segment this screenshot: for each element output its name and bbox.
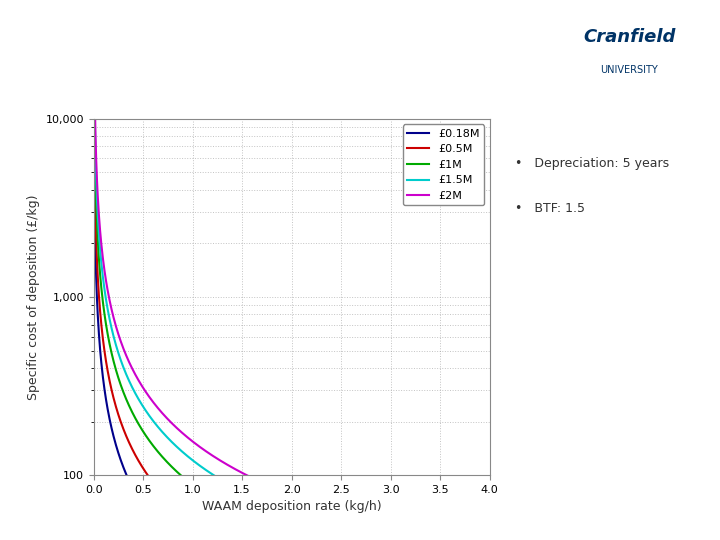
£1M <box>90 125 99 132</box>
£2M <box>90 82 99 88</box>
Text: UNIVERSITY: UNIVERSITY <box>600 65 658 75</box>
£2M <box>398 526 407 533</box>
Line: £1M: £1M <box>94 129 490 540</box>
£2M <box>264 482 273 489</box>
£1.5M <box>264 501 273 508</box>
Line: £0.18M: £0.18M <box>94 204 490 540</box>
£2M <box>250 476 258 482</box>
£2M <box>130 370 139 377</box>
£2M <box>405 528 414 535</box>
Legend: £0.18M, £0.5M, £1M, £1.5M, £2M: £0.18M, £0.5M, £1M, £1.5M, £2M <box>402 124 484 205</box>
Line: £2M: £2M <box>94 85 490 540</box>
£0.5M <box>90 163 99 169</box>
Text: •   Depreciation: 5 years: • Depreciation: 5 years <box>515 157 669 170</box>
Y-axis label: Specific cost of deposition (£/kg): Specific cost of deposition (£/kg) <box>27 194 40 400</box>
Text: Cranfield: Cranfield <box>583 28 675 46</box>
£0.18M <box>90 200 99 207</box>
X-axis label: WAAM deposition rate (kg/h): WAAM deposition rate (kg/h) <box>202 501 382 514</box>
Line: £1.5M: £1.5M <box>94 104 490 540</box>
Line: £0.5M: £0.5M <box>94 166 490 540</box>
Text: Specific cost of deposition
f(deposition rate, machine cost): Specific cost of deposition f(deposition… <box>16 23 370 64</box>
£1M <box>250 519 258 526</box>
£0.18M <box>130 489 139 496</box>
£2M <box>361 516 370 523</box>
£0.5M <box>130 451 139 457</box>
£1.5M <box>90 100 99 107</box>
£1M <box>264 526 273 532</box>
£1.5M <box>250 495 258 501</box>
£1.5M <box>361 535 370 540</box>
£1.5M <box>130 389 139 396</box>
£1M <box>130 414 139 421</box>
Text: •   BTF: 1.5: • BTF: 1.5 <box>515 202 585 215</box>
